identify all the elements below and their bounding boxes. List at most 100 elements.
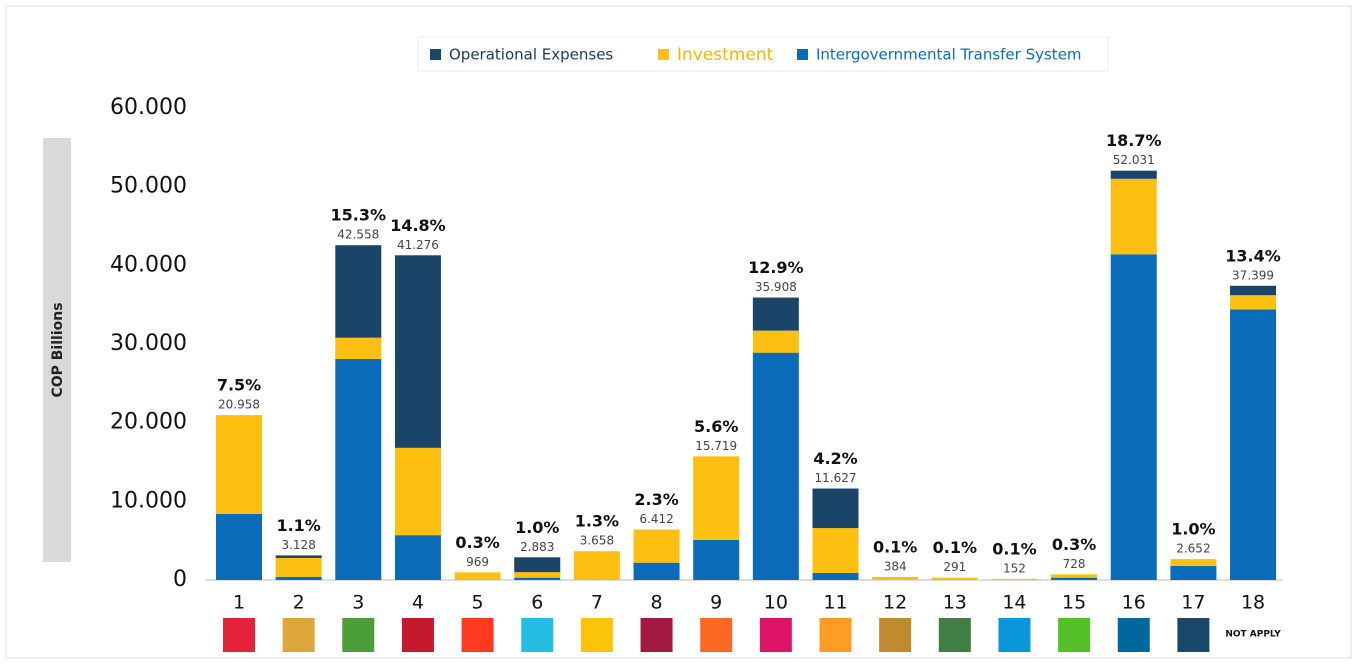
percent-label: 12.9% <box>748 258 804 277</box>
percent-label: 14.8% <box>390 216 446 235</box>
bar-segment <box>335 358 382 580</box>
sdg-icon <box>938 618 971 652</box>
total-label: 20.958 <box>218 398 260 412</box>
bar-segment <box>1110 170 1157 179</box>
bar-segment <box>693 456 740 540</box>
sdg-icon <box>700 618 733 652</box>
y-tick-label: 60.000 <box>110 95 187 120</box>
sdg-icon <box>580 618 613 652</box>
percent-label: 1.0% <box>515 518 559 537</box>
sdg-icon <box>461 618 494 652</box>
sdg-icon <box>342 618 375 652</box>
bar-segment <box>1051 574 1098 578</box>
x-tick-label: 1 <box>233 592 245 614</box>
bar-segment <box>275 557 322 577</box>
sdg-icon <box>879 618 912 652</box>
y-tick-label: 20.000 <box>110 410 187 435</box>
total-label: 728 <box>1063 557 1086 571</box>
x-tick-label: 17 <box>1181 592 1205 614</box>
percent-label: 0.3% <box>1052 535 1096 554</box>
bar-segment <box>514 572 561 578</box>
bar-segment <box>1230 295 1277 310</box>
bar-segment <box>1230 285 1277 296</box>
legend-swatch <box>430 49 441 60</box>
bar-segment <box>633 529 680 563</box>
legend-label: Investment <box>677 45 774 65</box>
legend-swatch <box>658 49 669 60</box>
y-tick-label: 0 <box>173 567 187 592</box>
sdg-icon <box>998 618 1031 652</box>
bar-segment <box>693 539 740 580</box>
y-tick-label: 50.000 <box>110 174 187 199</box>
total-label: 291 <box>943 560 966 574</box>
total-label: 2.883 <box>520 540 554 554</box>
total-label: 2.652 <box>1176 542 1210 556</box>
percent-label: 0.1% <box>992 539 1036 558</box>
extra-label: NOT APPLY <box>1225 630 1281 640</box>
total-label: 152 <box>1003 561 1026 575</box>
x-tick-label: 10 <box>764 592 788 614</box>
percent-label: 0.3% <box>455 533 499 552</box>
bar-segment <box>931 577 978 580</box>
bar-segment <box>216 513 262 580</box>
percent-label: 0.1% <box>933 538 977 557</box>
total-label: 384 <box>884 559 907 573</box>
y-label-box <box>43 138 71 562</box>
bar-segment <box>573 551 620 580</box>
y-tick-label: 30.000 <box>110 331 187 356</box>
sdg-icon <box>223 618 255 652</box>
x-tick-label: 3 <box>352 592 364 614</box>
x-tick-label: 6 <box>531 592 543 614</box>
bar-segment <box>991 578 1038 580</box>
percent-label: 2.3% <box>634 490 678 509</box>
total-label: 52.031 <box>1113 153 1155 167</box>
total-label: 35.908 <box>755 280 797 294</box>
legend-label: Operational Expenses <box>449 46 613 64</box>
percent-label: 15.3% <box>331 206 387 225</box>
sdg-icon <box>759 618 792 652</box>
bar-segment <box>335 245 382 338</box>
x-tick-label: 9 <box>710 592 722 614</box>
x-tick-label: 14 <box>1002 592 1026 614</box>
total-label: 6.412 <box>639 512 673 526</box>
sdg-icon <box>1117 618 1150 652</box>
percent-label: 1.3% <box>575 512 619 531</box>
x-tick-label: 15 <box>1062 592 1086 614</box>
percent-label: 13.4% <box>1225 246 1281 265</box>
bar-segment <box>633 562 680 580</box>
bar-segment <box>275 555 322 558</box>
sdg-icon <box>1177 618 1210 652</box>
bar-segment <box>335 337 382 359</box>
bar-segment <box>1170 565 1217 580</box>
percent-label: 5.6% <box>694 417 738 436</box>
bar-segment <box>1230 309 1277 580</box>
total-label: 15.719 <box>695 439 737 453</box>
x-tick-label: 13 <box>943 592 967 614</box>
legend-swatch <box>797 49 808 60</box>
total-label: 3.128 <box>281 538 315 552</box>
bar-segment <box>752 330 799 353</box>
percent-label: 1.0% <box>1171 520 1215 539</box>
bar-segment <box>514 557 561 573</box>
bar-segment <box>1110 178 1157 255</box>
sdg-icon <box>640 618 673 652</box>
legend-box <box>417 36 1109 72</box>
bar-segment <box>752 297 799 331</box>
x-tick-label: 8 <box>651 592 663 614</box>
x-tick-label: 2 <box>293 592 305 614</box>
bar-segment <box>812 572 859 580</box>
percent-label: 4.2% <box>813 449 857 468</box>
sdg-icon <box>401 618 434 652</box>
total-label: 3.658 <box>580 534 614 548</box>
total-label: 42.558 <box>337 228 379 242</box>
percent-label: 0.1% <box>873 537 917 556</box>
bar-segment <box>872 576 919 580</box>
x-tick-label: 16 <box>1122 592 1146 614</box>
bar-segment <box>394 447 441 536</box>
y-tick-label: 10.000 <box>110 488 187 513</box>
x-tick-label: 5 <box>472 592 484 614</box>
total-label: 41.276 <box>397 238 439 252</box>
x-tick-label: 11 <box>823 592 847 614</box>
x-tick-label: 12 <box>883 592 907 614</box>
